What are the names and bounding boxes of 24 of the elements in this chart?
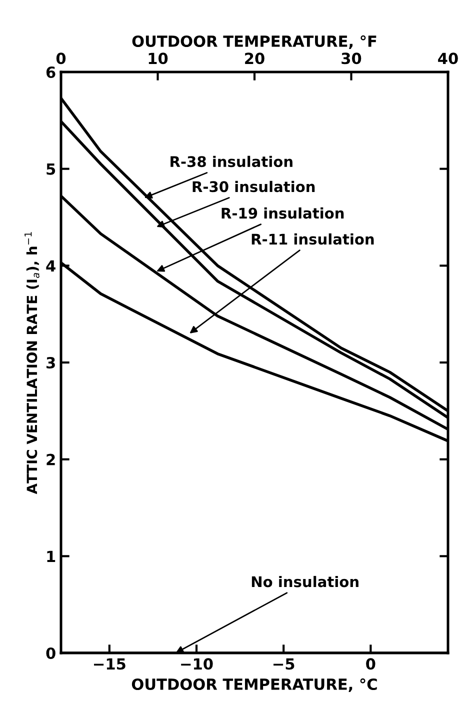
x2-axis-title: OUTDOOR TEMPERATURE, °F [132, 35, 376, 49]
annotation: R-38 insulation [170, 156, 292, 168]
x2-tick-label: 30 [342, 52, 362, 64]
x2-tick-label: 20 [245, 52, 264, 64]
y-tick-label: 3 [46, 356, 55, 369]
y-tick-label: 1 [47, 550, 56, 562]
x-tick-label: −10 [181, 658, 213, 670]
x-tick-label: −5 [273, 658, 294, 670]
y-axis-title: ATTIC VENTILATION RATE (I$_{a}$), h$^{−1}$ [24, 232, 40, 494]
x2-tick-label: 0 [56, 52, 66, 64]
y-tick-label: 6 [46, 66, 56, 78]
x-axis-title: OUTDOOR TEMPERATURE, °C [132, 678, 377, 692]
y-tick-label: 2 [46, 454, 55, 466]
x-tick-label: 0 [366, 658, 376, 670]
annotation: R-19 insulation [222, 207, 344, 219]
annotation: R-11 insulation [252, 233, 374, 245]
y-tick-label: 5 [46, 164, 56, 175]
x2-tick-label: 10 [148, 52, 168, 64]
x-tick-label: −15 [94, 658, 126, 670]
x2-tick-label: 40 [438, 52, 458, 64]
y-tick-label: 4 [46, 260, 56, 272]
annotation: R-30 insulation [192, 180, 315, 192]
annotation: No insulation [252, 576, 358, 588]
y-tick-label: 0 [46, 647, 56, 660]
